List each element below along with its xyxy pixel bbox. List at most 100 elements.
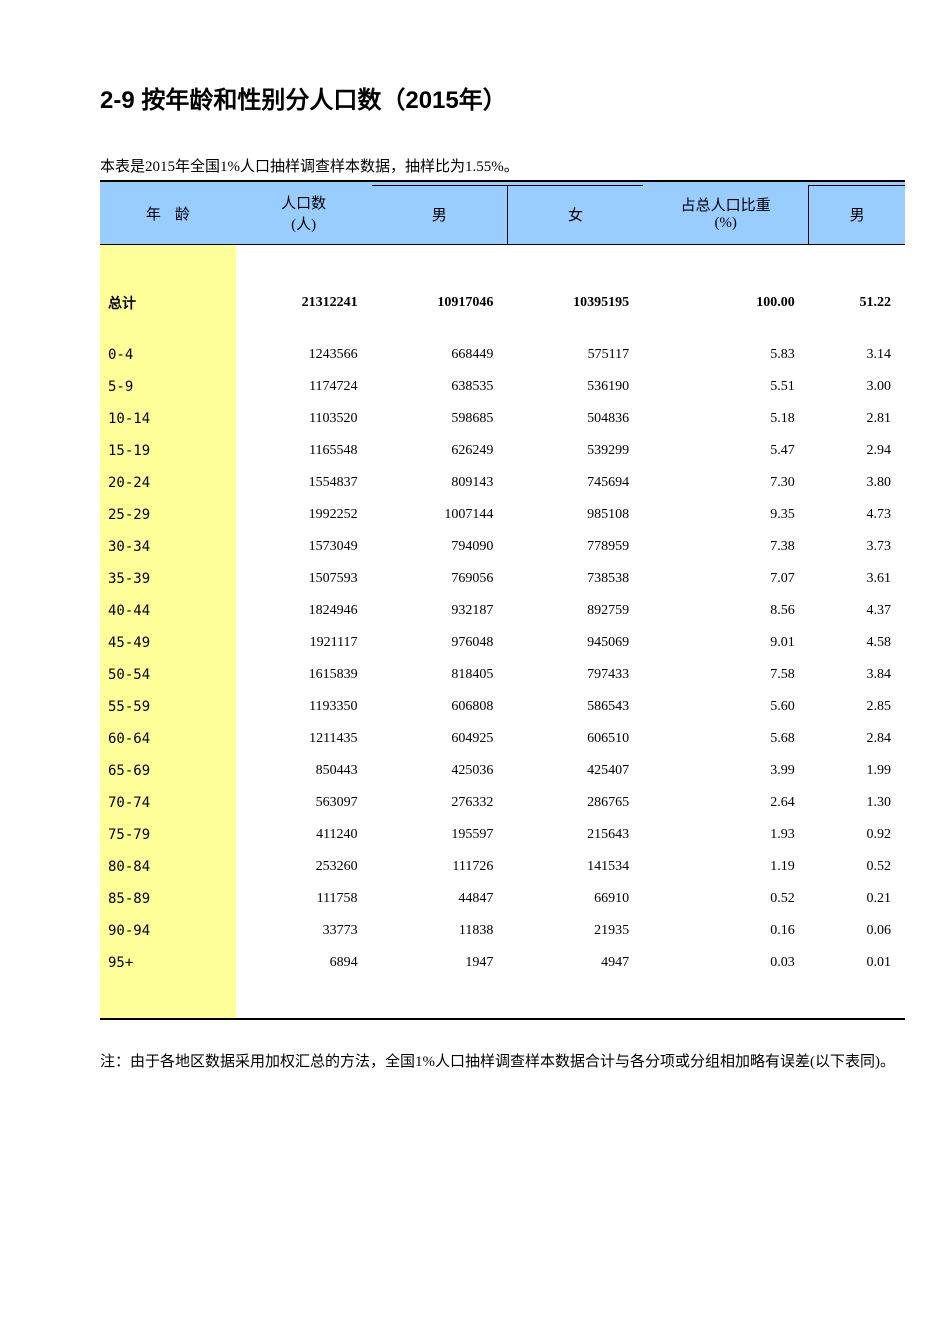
cell-age: 70-74	[100, 787, 236, 819]
table-row: 10-1411035205986855048365.182.81	[100, 403, 905, 435]
cell-value: 9.01	[643, 627, 809, 659]
cell-value: 10917046	[372, 285, 508, 321]
cell-value: 7.38	[643, 531, 809, 563]
col-header-pct: 占总人口比重 (%)	[643, 181, 809, 245]
cell-age	[100, 245, 236, 285]
table-row: 90-943377311838219350.160.06	[100, 915, 905, 947]
cell-value: 945069	[507, 627, 643, 659]
cell-age: 总计	[100, 285, 236, 321]
cell-value: 1.99	[809, 755, 905, 787]
cell-value: 1.30	[809, 787, 905, 819]
cell-value	[236, 321, 372, 339]
cell-age	[100, 321, 236, 339]
cell-value: 1174724	[236, 371, 372, 403]
cell-value: 1573049	[236, 531, 372, 563]
cell-value: 3.73	[809, 531, 905, 563]
table-row: 15-1911655486262495392995.472.94	[100, 435, 905, 467]
cell-value: 586543	[507, 691, 643, 723]
col-header-male: 男	[372, 185, 508, 245]
cell-value: 2.64	[643, 787, 809, 819]
cell-value	[236, 245, 372, 285]
cell-value: 0.52	[643, 883, 809, 915]
cell-value: 3.14	[809, 339, 905, 371]
cell-value	[643, 321, 809, 339]
cell-age: 0-4	[100, 339, 236, 371]
cell-value: 1921117	[236, 627, 372, 659]
table-row: 35-3915075937690567385387.073.61	[100, 563, 905, 595]
col-header-pct-unit: (%)	[714, 215, 737, 231]
table-row: 30-3415730497940907789597.383.73	[100, 531, 905, 563]
cell-value: 7.07	[643, 563, 809, 595]
col-header-female: 女	[507, 185, 643, 245]
cell-value: 5.51	[643, 371, 809, 403]
table-footnote: 注：由于各地区数据采用加权汇总的方法，全国1%人口抽样调查样本数据合计与各分项或…	[100, 1050, 905, 1071]
cell-age: 35-39	[100, 563, 236, 595]
table-row: 25-29199225210071449851089.354.73	[100, 499, 905, 531]
cell-value: 1992252	[236, 499, 372, 531]
cell-value	[809, 245, 905, 285]
cell-value	[507, 979, 643, 1019]
cell-value: 668449	[372, 339, 508, 371]
cell-value: 1007144	[372, 499, 508, 531]
cell-value: 4947	[507, 947, 643, 979]
cell-value: 0.01	[809, 947, 905, 979]
table-row: 70-745630972763322867652.641.30	[100, 787, 905, 819]
cell-value: 7.58	[643, 659, 809, 691]
cell-value: 66910	[507, 883, 643, 915]
cell-value: 2.85	[809, 691, 905, 723]
cell-value: 286765	[507, 787, 643, 819]
table-body: 总计213122411091704610395195100.0051.22 0-4…	[100, 245, 905, 1019]
cell-value: 0.16	[643, 915, 809, 947]
cell-value: 100.00	[643, 285, 809, 321]
cell-value: 0.52	[809, 851, 905, 883]
cell-value: 3.00	[809, 371, 905, 403]
cell-value: 0.03	[643, 947, 809, 979]
cell-age: 20-24	[100, 467, 236, 499]
table-row: 60-6412114356049256065105.682.84	[100, 723, 905, 755]
cell-value: 425407	[507, 755, 643, 787]
cell-value: 892759	[507, 595, 643, 627]
table-row: 65-698504434250364254073.991.99	[100, 755, 905, 787]
cell-value: 2.94	[809, 435, 905, 467]
cell-value: 1211435	[236, 723, 372, 755]
cell-value	[809, 321, 905, 339]
table-row: 95+6894194749470.030.01	[100, 947, 905, 979]
cell-value: 8.56	[643, 595, 809, 627]
cell-value: 111758	[236, 883, 372, 915]
cell-age: 95+	[100, 947, 236, 979]
table-row: 0-412435666684495751175.833.14	[100, 339, 905, 371]
cell-age: 75-79	[100, 819, 236, 851]
table-row	[100, 321, 905, 339]
cell-value	[236, 979, 372, 1019]
cell-value: 1.93	[643, 819, 809, 851]
cell-value: 638535	[372, 371, 508, 403]
cell-value	[507, 245, 643, 285]
cell-value: 44847	[372, 883, 508, 915]
cell-age: 80-84	[100, 851, 236, 883]
table-row: 55-5911933506068085865435.602.85	[100, 691, 905, 723]
cell-value: 536190	[507, 371, 643, 403]
cell-value: 539299	[507, 435, 643, 467]
cell-value: 215643	[507, 819, 643, 851]
cell-value: 504836	[507, 403, 643, 435]
cell-value	[643, 245, 809, 285]
cell-age: 10-14	[100, 403, 236, 435]
cell-value: 5.47	[643, 435, 809, 467]
cell-age	[100, 979, 236, 1019]
cell-value: 411240	[236, 819, 372, 851]
table-row: 80-842532601117261415341.190.52	[100, 851, 905, 883]
cell-value: 976048	[372, 627, 508, 659]
cell-value: 606510	[507, 723, 643, 755]
cell-value	[372, 321, 508, 339]
cell-age: 45-49	[100, 627, 236, 659]
cell-value: 797433	[507, 659, 643, 691]
table-row: 总计213122411091704610395195100.0051.22	[100, 285, 905, 321]
table-row: 5-911747246385355361905.513.00	[100, 371, 905, 403]
cell-age: 60-64	[100, 723, 236, 755]
table-row	[100, 979, 905, 1019]
table-caption: 本表是2015年全国1%人口抽样调查样本数据，抽样比为1.55%。	[100, 155, 905, 176]
population-table: 年龄 人口数 (人) 占总人口比重 (%) 男 女 男 总计2131224110…	[100, 180, 905, 1020]
cell-value: 563097	[236, 787, 372, 819]
cell-age: 15-19	[100, 435, 236, 467]
cell-value: 850443	[236, 755, 372, 787]
